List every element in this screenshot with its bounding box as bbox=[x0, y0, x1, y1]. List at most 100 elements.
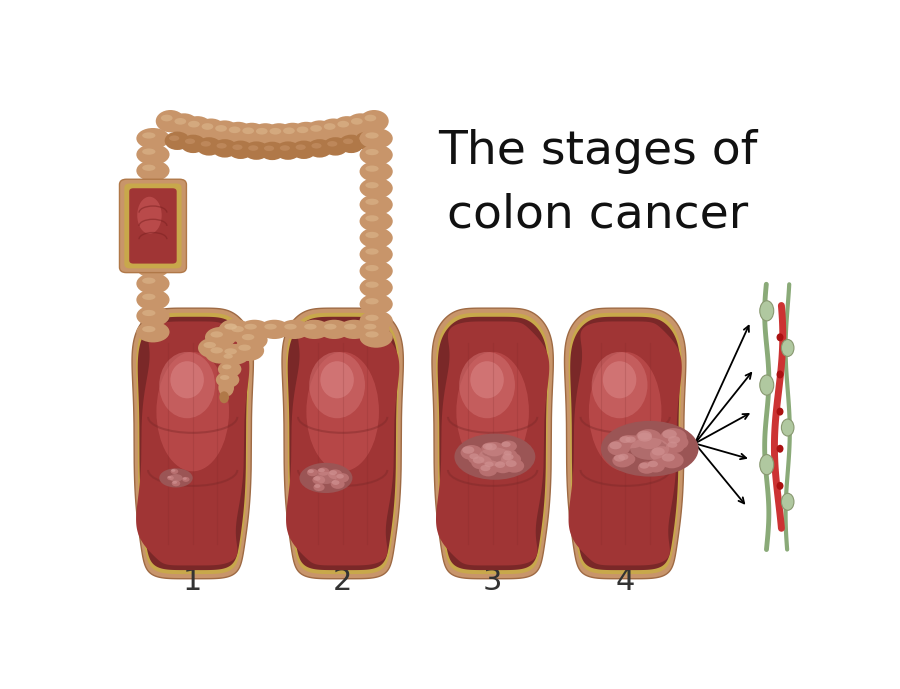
Ellipse shape bbox=[365, 165, 379, 172]
Ellipse shape bbox=[265, 123, 293, 145]
Ellipse shape bbox=[639, 462, 649, 469]
Ellipse shape bbox=[295, 145, 306, 150]
Ellipse shape bbox=[501, 442, 510, 447]
Ellipse shape bbox=[137, 209, 169, 229]
Ellipse shape bbox=[332, 480, 339, 485]
Ellipse shape bbox=[137, 274, 169, 294]
Ellipse shape bbox=[506, 460, 517, 467]
Ellipse shape bbox=[313, 476, 320, 481]
Ellipse shape bbox=[137, 225, 169, 245]
Ellipse shape bbox=[184, 138, 195, 144]
Ellipse shape bbox=[284, 324, 297, 329]
Ellipse shape bbox=[137, 289, 169, 310]
Ellipse shape bbox=[365, 182, 379, 188]
Ellipse shape bbox=[360, 277, 392, 298]
Ellipse shape bbox=[137, 241, 169, 262]
Ellipse shape bbox=[355, 132, 380, 150]
Ellipse shape bbox=[360, 128, 392, 149]
Polygon shape bbox=[286, 322, 400, 566]
Ellipse shape bbox=[365, 315, 379, 321]
Ellipse shape bbox=[226, 322, 257, 342]
Ellipse shape bbox=[248, 145, 258, 151]
Ellipse shape bbox=[620, 436, 631, 443]
Ellipse shape bbox=[279, 320, 310, 339]
Ellipse shape bbox=[331, 480, 345, 489]
Ellipse shape bbox=[238, 320, 270, 339]
Ellipse shape bbox=[210, 121, 239, 143]
Ellipse shape bbox=[142, 213, 156, 219]
Ellipse shape bbox=[238, 344, 251, 351]
Ellipse shape bbox=[360, 244, 392, 265]
Ellipse shape bbox=[365, 198, 379, 205]
Ellipse shape bbox=[365, 331, 379, 338]
Ellipse shape bbox=[502, 450, 518, 460]
Ellipse shape bbox=[211, 347, 223, 353]
Ellipse shape bbox=[137, 128, 169, 149]
Ellipse shape bbox=[259, 142, 285, 160]
Ellipse shape bbox=[365, 265, 379, 271]
Ellipse shape bbox=[196, 137, 221, 156]
Ellipse shape bbox=[501, 453, 521, 466]
Ellipse shape bbox=[238, 123, 266, 145]
Ellipse shape bbox=[310, 352, 365, 418]
Ellipse shape bbox=[175, 118, 186, 125]
Ellipse shape bbox=[220, 391, 229, 403]
Ellipse shape bbox=[142, 181, 156, 187]
Ellipse shape bbox=[292, 141, 317, 159]
Ellipse shape bbox=[661, 428, 687, 446]
Ellipse shape bbox=[485, 443, 497, 451]
Ellipse shape bbox=[142, 165, 156, 171]
Ellipse shape bbox=[216, 371, 239, 388]
Ellipse shape bbox=[142, 294, 156, 300]
Ellipse shape bbox=[777, 408, 784, 415]
Ellipse shape bbox=[338, 134, 364, 153]
FancyBboxPatch shape bbox=[124, 183, 182, 268]
Ellipse shape bbox=[364, 114, 376, 121]
Ellipse shape bbox=[203, 342, 216, 348]
Ellipse shape bbox=[202, 123, 213, 130]
Ellipse shape bbox=[648, 461, 658, 467]
Ellipse shape bbox=[472, 455, 492, 470]
Ellipse shape bbox=[264, 145, 274, 151]
Ellipse shape bbox=[343, 138, 353, 144]
Ellipse shape bbox=[650, 446, 673, 462]
Ellipse shape bbox=[777, 445, 784, 453]
Ellipse shape bbox=[479, 447, 511, 466]
Ellipse shape bbox=[781, 419, 794, 436]
Ellipse shape bbox=[220, 375, 230, 380]
Ellipse shape bbox=[346, 113, 375, 136]
Ellipse shape bbox=[320, 361, 354, 398]
Ellipse shape bbox=[280, 145, 290, 151]
Ellipse shape bbox=[638, 462, 655, 474]
Ellipse shape bbox=[589, 352, 662, 471]
Ellipse shape bbox=[652, 447, 665, 455]
Ellipse shape bbox=[156, 110, 185, 132]
Ellipse shape bbox=[504, 451, 512, 455]
Ellipse shape bbox=[142, 197, 156, 203]
Ellipse shape bbox=[217, 143, 227, 149]
Ellipse shape bbox=[182, 477, 190, 482]
Ellipse shape bbox=[365, 249, 379, 255]
Ellipse shape bbox=[142, 132, 156, 138]
Ellipse shape bbox=[338, 320, 370, 339]
Polygon shape bbox=[564, 308, 686, 579]
Ellipse shape bbox=[468, 453, 485, 464]
Ellipse shape bbox=[454, 433, 536, 480]
Ellipse shape bbox=[614, 455, 625, 462]
Ellipse shape bbox=[504, 459, 524, 473]
Ellipse shape bbox=[137, 176, 169, 197]
Ellipse shape bbox=[351, 118, 363, 125]
Ellipse shape bbox=[188, 121, 200, 127]
Ellipse shape bbox=[637, 431, 652, 440]
Ellipse shape bbox=[172, 480, 180, 486]
Ellipse shape bbox=[201, 141, 211, 147]
Ellipse shape bbox=[481, 465, 491, 471]
Ellipse shape bbox=[171, 469, 178, 474]
Ellipse shape bbox=[142, 245, 156, 251]
Ellipse shape bbox=[324, 123, 336, 130]
Ellipse shape bbox=[360, 178, 392, 198]
Ellipse shape bbox=[313, 484, 325, 491]
Ellipse shape bbox=[222, 364, 231, 369]
Ellipse shape bbox=[603, 361, 636, 398]
Ellipse shape bbox=[232, 145, 242, 150]
